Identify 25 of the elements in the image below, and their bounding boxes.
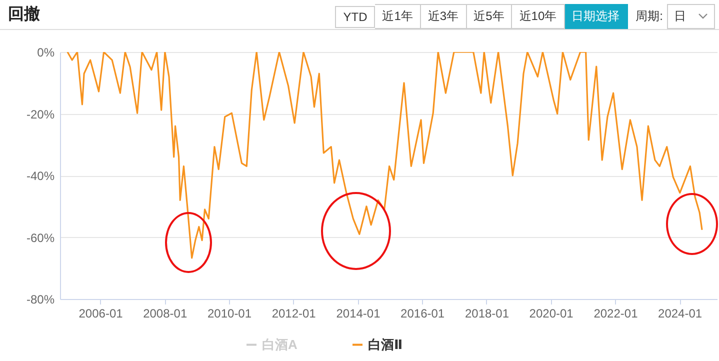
- y-tick-label: -60%: [26, 230, 55, 245]
- text: 近1年: [375, 4, 421, 29]
- x-tick-label: 2008-01: [143, 306, 188, 320]
- x-tick-label: 2020-01: [529, 306, 574, 320]
- text: 近3年: [420, 4, 467, 29]
- x-tick-label: 2024-01: [658, 306, 702, 320]
- x-tick-label: 2012-01: [272, 306, 316, 320]
- text: 周期:: [636, 8, 663, 25]
- x-tick-label: 2014-01: [336, 306, 381, 320]
- legend-label: 白酒Ⅱ: [368, 336, 403, 352]
- text: 近5年: [466, 4, 512, 29]
- x-tick-label: 2018-01: [464, 306, 510, 320]
- x-tick-label: 2022-01: [594, 306, 638, 320]
- y-tick-label: -20%: [26, 107, 55, 122]
- x-tick-label: 2006-01: [78, 306, 124, 320]
- y-tick-label: 0%: [37, 46, 55, 60]
- text: 近10年: [512, 4, 565, 29]
- x-tick-label: 2010-01: [207, 306, 252, 320]
- x-tick-label: 2016-01: [400, 306, 445, 320]
- text: YTD: [335, 6, 376, 28]
- chart-title: 回撤: [8, 4, 40, 25]
- line-series: [66, 52, 703, 259]
- y-tick-label: -40%: [26, 169, 55, 183]
- text: 日: [674, 8, 686, 25]
- y-tick-label: -80%: [26, 292, 55, 306]
